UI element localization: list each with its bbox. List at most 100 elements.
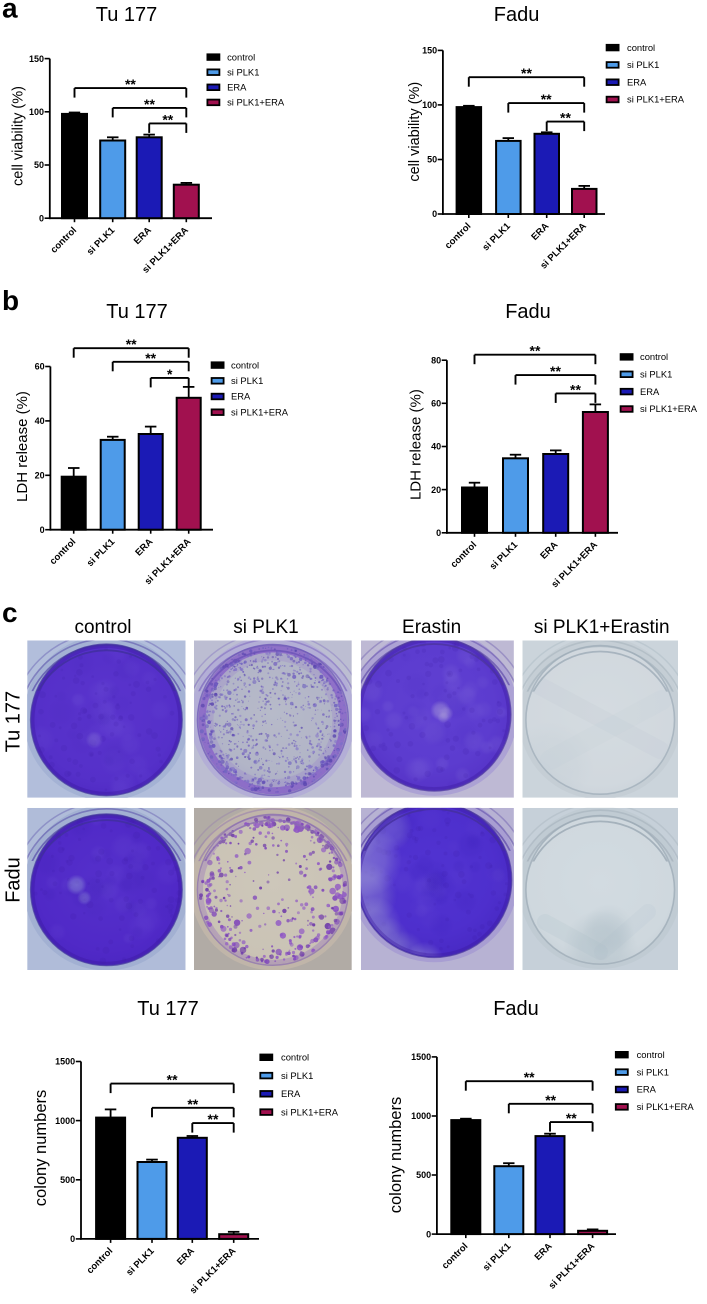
svg-text:si PLK1: si PLK1 bbox=[488, 539, 521, 572]
svg-text:si PLK1: si PLK1 bbox=[85, 225, 118, 258]
svg-text:500: 500 bbox=[60, 1175, 75, 1185]
svg-text:cell viability (%): cell viability (%) bbox=[11, 86, 27, 186]
svg-text:20: 20 bbox=[35, 471, 45, 481]
svg-text:control: control bbox=[48, 537, 79, 568]
svg-text:**: ** bbox=[144, 96, 155, 112]
svg-text:**: ** bbox=[560, 110, 571, 126]
svg-text:si PLK1+Erastin: si PLK1+Erastin bbox=[534, 617, 670, 638]
svg-text:**: ** bbox=[570, 381, 581, 397]
svg-text:**: ** bbox=[566, 1110, 577, 1126]
svg-text:si PLK1: si PLK1 bbox=[640, 369, 672, 380]
svg-text:ERA: ERA bbox=[637, 1084, 657, 1095]
svg-text:**: ** bbox=[162, 111, 173, 127]
svg-text:**: ** bbox=[208, 1111, 219, 1127]
svg-text:80: 80 bbox=[431, 355, 441, 365]
svg-text:ERA: ERA bbox=[175, 1246, 197, 1268]
svg-text:100: 100 bbox=[29, 107, 44, 117]
svg-text:**: ** bbox=[541, 91, 552, 107]
svg-text:si PLK1: si PLK1 bbox=[227, 66, 259, 77]
svg-text:**: ** bbox=[145, 350, 156, 366]
svg-text:ERA: ERA bbox=[627, 76, 647, 87]
svg-text:control: control bbox=[640, 351, 668, 362]
svg-text:**: ** bbox=[125, 76, 136, 92]
svg-text:colony numbers: colony numbers bbox=[387, 1097, 405, 1213]
svg-text:**: ** bbox=[167, 1072, 178, 1088]
svg-text:ERA: ERA bbox=[133, 536, 155, 558]
svg-text:control: control bbox=[281, 1052, 309, 1063]
svg-text:Tu 177: Tu 177 bbox=[3, 691, 25, 753]
svg-text:control: control bbox=[74, 617, 131, 638]
svg-text:1000: 1000 bbox=[55, 1116, 75, 1126]
svg-text:control: control bbox=[440, 1241, 471, 1272]
svg-text:*: * bbox=[167, 366, 173, 382]
svg-text:40: 40 bbox=[431, 442, 441, 452]
svg-text:0: 0 bbox=[436, 528, 441, 538]
svg-text:control: control bbox=[449, 540, 480, 571]
svg-text:ERA: ERA bbox=[227, 82, 247, 93]
svg-text:b: b bbox=[2, 285, 19, 316]
svg-text:ERA: ERA bbox=[281, 1088, 301, 1099]
svg-text:500: 500 bbox=[416, 1170, 431, 1180]
svg-text:1000: 1000 bbox=[411, 1111, 431, 1121]
svg-text:0: 0 bbox=[39, 213, 44, 223]
svg-text:control: control bbox=[443, 221, 474, 252]
svg-text:**: ** bbox=[550, 363, 561, 379]
svg-text:150: 150 bbox=[422, 46, 437, 56]
svg-text:si PLK1: si PLK1 bbox=[481, 1240, 514, 1273]
svg-text:ERA: ERA bbox=[538, 540, 560, 562]
svg-text:ERA: ERA bbox=[231, 391, 251, 402]
svg-text:si PLK1+ERA: si PLK1+ERA bbox=[231, 406, 289, 417]
svg-text:**: ** bbox=[187, 1096, 198, 1112]
svg-text:LDH release (%): LDH release (%) bbox=[14, 391, 31, 502]
svg-text:Fadu: Fadu bbox=[494, 4, 540, 26]
svg-text:0: 0 bbox=[426, 1229, 431, 1239]
svg-text:si PLK1: si PLK1 bbox=[124, 1245, 157, 1278]
svg-text:control: control bbox=[85, 1246, 116, 1277]
svg-text:control: control bbox=[637, 1049, 665, 1060]
svg-text:**: ** bbox=[545, 1092, 556, 1108]
svg-text:**: ** bbox=[530, 343, 541, 359]
svg-text:Fadu: Fadu bbox=[3, 857, 25, 903]
svg-text:si PLK1+ERA: si PLK1+ERA bbox=[637, 1101, 695, 1112]
svg-text:si PLK1: si PLK1 bbox=[480, 220, 513, 253]
svg-text:0: 0 bbox=[70, 1234, 75, 1244]
svg-text:**: ** bbox=[524, 1069, 535, 1085]
svg-text:control: control bbox=[49, 225, 80, 256]
svg-text:**: ** bbox=[126, 336, 137, 352]
svg-text:Fadu: Fadu bbox=[505, 301, 551, 323]
svg-text:100: 100 bbox=[422, 100, 437, 110]
svg-text:Tu 177: Tu 177 bbox=[106, 301, 168, 323]
svg-text:Tu 177: Tu 177 bbox=[137, 998, 199, 1020]
svg-text:0: 0 bbox=[432, 209, 437, 219]
svg-text:control: control bbox=[627, 42, 655, 53]
svg-text:control: control bbox=[231, 359, 259, 370]
svg-text:150: 150 bbox=[29, 54, 44, 64]
svg-text:si PLK1: si PLK1 bbox=[627, 59, 659, 70]
svg-text:colony numbers: colony numbers bbox=[32, 1090, 50, 1206]
svg-text:si PLK1+ERA: si PLK1+ERA bbox=[640, 403, 698, 414]
svg-text:c: c bbox=[2, 597, 18, 628]
svg-text:cell viability (%): cell viability (%) bbox=[407, 82, 423, 182]
svg-text:si PLK1+ERA: si PLK1+ERA bbox=[281, 1106, 339, 1117]
svg-text:ERA: ERA bbox=[533, 1241, 555, 1263]
svg-text:ERA: ERA bbox=[529, 221, 551, 243]
svg-text:si PLK1+ERA: si PLK1+ERA bbox=[227, 97, 285, 108]
svg-text:si PLK1: si PLK1 bbox=[637, 1066, 669, 1077]
svg-text:Tu 177: Tu 177 bbox=[96, 4, 158, 26]
svg-text:control: control bbox=[227, 51, 255, 62]
svg-text:si PLK1: si PLK1 bbox=[233, 617, 298, 638]
svg-text:ERA: ERA bbox=[640, 386, 660, 397]
svg-text:40: 40 bbox=[35, 416, 45, 426]
svg-text:60: 60 bbox=[431, 399, 441, 409]
svg-text:50: 50 bbox=[34, 160, 44, 170]
svg-text:20: 20 bbox=[431, 485, 441, 495]
svg-text:1500: 1500 bbox=[411, 1052, 431, 1062]
svg-text:Fadu: Fadu bbox=[493, 998, 539, 1020]
svg-text:si PLK1+ERA: si PLK1+ERA bbox=[627, 94, 685, 105]
svg-text:**: ** bbox=[521, 65, 532, 81]
svg-text:Erastin: Erastin bbox=[402, 617, 461, 638]
svg-text:si PLK1: si PLK1 bbox=[281, 1070, 313, 1081]
svg-text:si PLK1: si PLK1 bbox=[231, 375, 263, 386]
svg-text:ERA: ERA bbox=[132, 225, 154, 247]
svg-text:0: 0 bbox=[40, 525, 45, 535]
